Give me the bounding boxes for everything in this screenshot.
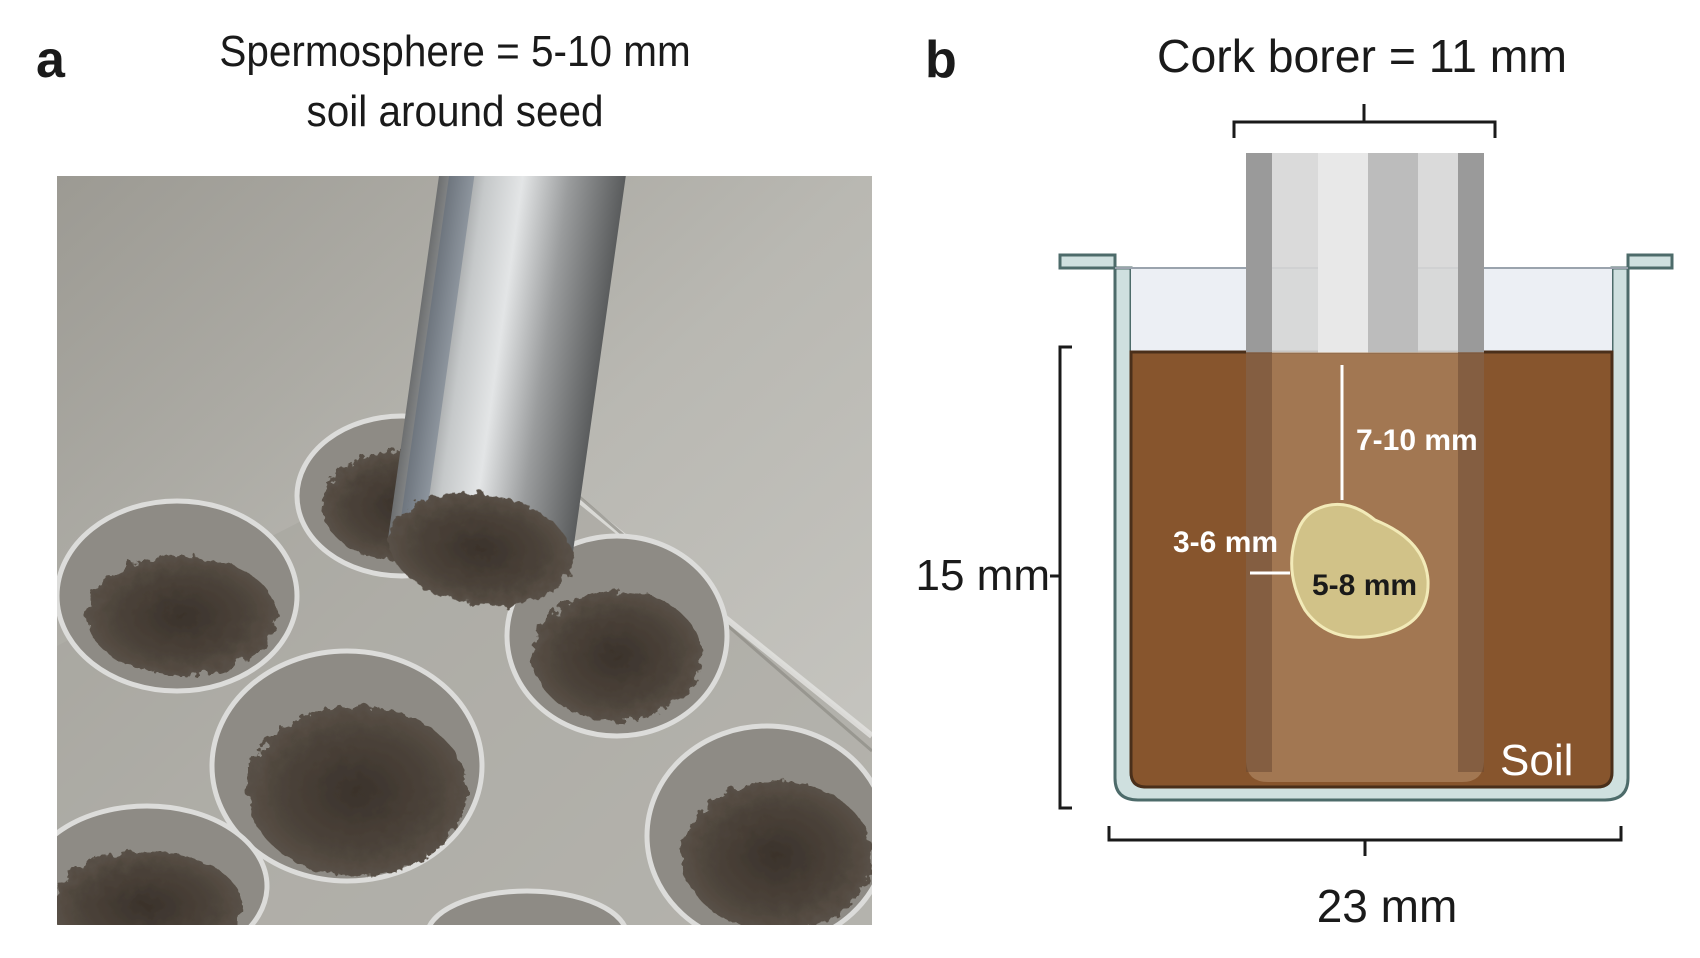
panel-b-letter: b xyxy=(925,31,957,89)
seed-width-label: 3-6 mm xyxy=(1173,526,1278,559)
cork-borer-bracket xyxy=(1232,104,1497,138)
panel-a-caption-line1: Spermosphere = 5-10 mm xyxy=(219,27,691,76)
panel-a-letter: a xyxy=(36,31,65,89)
soil-sampling-photo xyxy=(57,176,872,925)
cork-borer-shaft xyxy=(1246,153,1484,782)
width-label: 23 mm xyxy=(1317,880,1458,932)
cork-borer-label: Cork borer = 11 mm xyxy=(1157,30,1567,82)
panel-a-caption-line2: soil around seed xyxy=(306,87,604,136)
seed-length-label: 5-8 mm xyxy=(1312,569,1417,602)
seed xyxy=(1290,502,1430,639)
depth-label: 7-10 mm xyxy=(1356,424,1478,457)
height-bracket xyxy=(1050,345,1072,810)
soil-label: Soil xyxy=(1500,736,1573,785)
panel-a-caption: Spermosphere = 5-10 mm soil around seed xyxy=(156,22,754,142)
width-bracket xyxy=(1107,826,1623,856)
well-cross-section-diagram: Cork borer = 11 mm 7-10 mm 3-6 mm 5-8 mm… xyxy=(916,30,1674,932)
height-label: 15 mm xyxy=(916,551,1050,600)
cork-borer-tube xyxy=(388,176,630,606)
